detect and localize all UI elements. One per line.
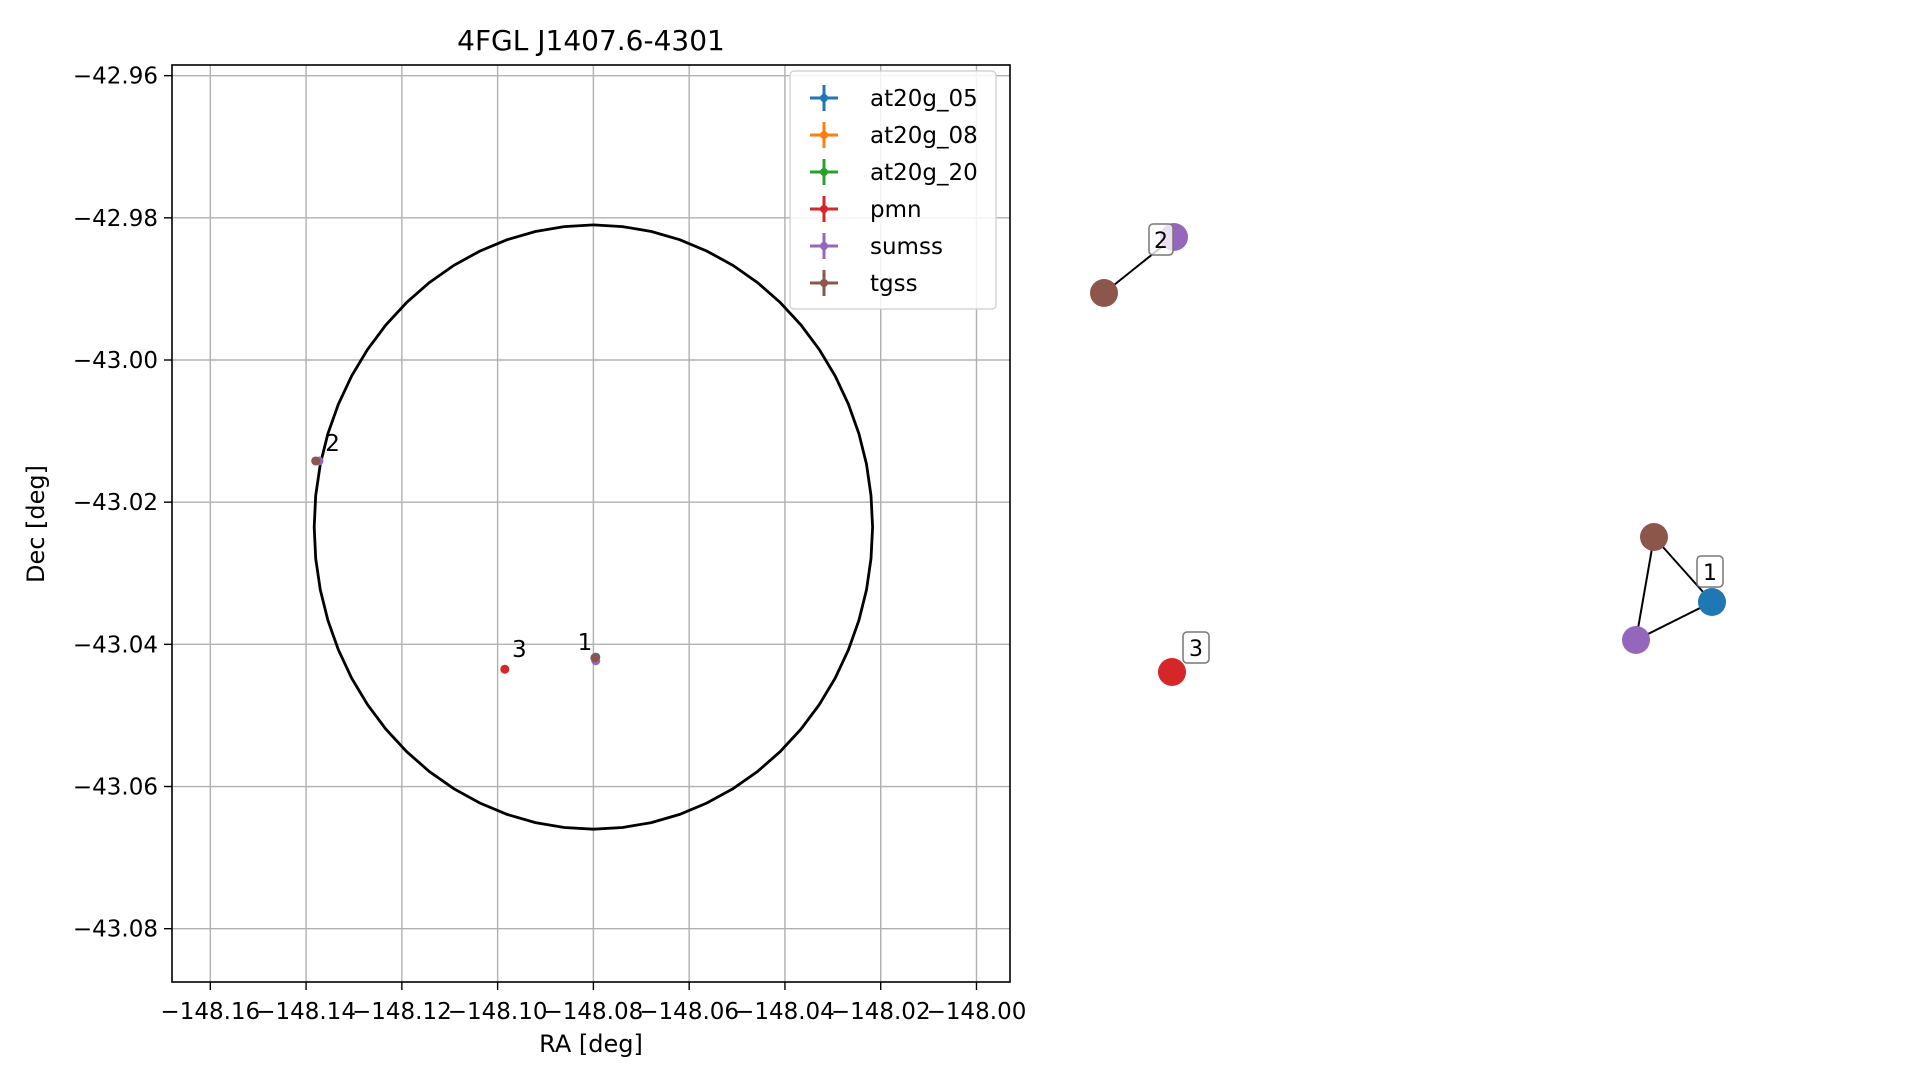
legend-label: pmn — [870, 197, 922, 223]
network-edge — [1635, 536, 1655, 641]
node-at20g-05 — [1698, 588, 1726, 616]
y-axis-ticks: −42.96 −42.98 −43.00 −43.02 −43.04 −43.06 −43.… — [73, 64, 172, 943]
network-panel: 2 1 3 — [1090, 223, 1726, 686]
node-tgss — [1640, 523, 1668, 551]
x-tick-label: −148.02 — [831, 999, 931, 1025]
node-sumss — [1622, 626, 1650, 654]
network-cluster-1: 1 — [1622, 523, 1726, 654]
point-annotations: 1 2 3 — [325, 431, 592, 663]
point-annotation: 2 — [325, 431, 340, 457]
cluster-label: 1 — [1703, 561, 1717, 586]
network-edge — [1635, 601, 1713, 641]
legend-item: tgss — [810, 270, 918, 297]
y-tick-label: −42.98 — [73, 206, 158, 232]
y-tick-label: −43.00 — [73, 348, 158, 374]
x-tick-label: −148.04 — [735, 999, 835, 1025]
y-tick-label: −43.02 — [73, 490, 158, 516]
scatter-panel: 4FGL J1407.6-4301 −148.16−148.14−148.12−… — [22, 24, 1026, 1058]
x-axis-label: RA [deg] — [539, 1030, 643, 1058]
legend-label: at20g_20 — [870, 160, 978, 186]
legend-item: at20g_20 — [810, 159, 978, 186]
point-annotation: 1 — [578, 630, 593, 656]
x-tick-label: −148.06 — [639, 999, 739, 1025]
x-tick-label: −148.08 — [544, 999, 644, 1025]
legend-label: at20g_08 — [870, 123, 978, 149]
error-ellipse — [312, 223, 875, 831]
point-tgss — [311, 456, 321, 466]
x-tick-label: −148.16 — [160, 999, 260, 1025]
data-points — [311, 456, 601, 674]
legend-item: at20g_05 — [810, 85, 978, 112]
point-pmn — [500, 664, 510, 674]
x-axis-ticks: −148.16−148.14−148.12−148.10−148.08−148.… — [160, 982, 1026, 1025]
legend-marker-dot — [820, 205, 828, 213]
legend-marker-dot — [820, 131, 828, 139]
y-tick-label: −42.96 — [73, 64, 158, 90]
legend-marker-dot — [820, 279, 828, 287]
network-cluster-3: 3 — [1158, 631, 1210, 686]
legend-marker-dot — [820, 94, 828, 102]
network-cluster-2: 2 — [1090, 223, 1188, 307]
x-tick-label: −148.10 — [448, 999, 548, 1025]
cluster-label-box — [1148, 223, 1174, 256]
y-axis-label: Dec [deg] — [22, 465, 50, 583]
node-tgss — [1090, 279, 1118, 307]
y-tick-label: −43.08 — [73, 917, 158, 943]
node-pmn — [1158, 658, 1186, 686]
legend-label: tgss — [870, 271, 918, 297]
point-tgss — [590, 653, 600, 663]
cluster-label: 3 — [1189, 637, 1203, 662]
legend-marker-dot — [820, 168, 828, 176]
network-edge — [1653, 536, 1713, 603]
x-tick-label: −148.00 — [927, 999, 1027, 1025]
legend-label: at20g_05 — [870, 86, 978, 112]
cluster-label-box — [1182, 631, 1210, 664]
legend-marker-dot — [820, 242, 828, 250]
cluster-label-box — [1696, 555, 1724, 588]
plot-title: 4FGL J1407.6-4301 — [457, 24, 725, 57]
legend-item: pmn — [810, 196, 922, 223]
point-annotation: 3 — [512, 637, 527, 663]
cluster-label: 2 — [1154, 229, 1168, 254]
legend-box — [789, 70, 997, 310]
plot-frame — [171, 64, 1011, 983]
y-tick-label: −43.04 — [73, 632, 158, 658]
x-tick-label: −148.12 — [352, 999, 452, 1025]
legend-item: at20g_08 — [810, 122, 978, 149]
x-tick-label: −148.14 — [256, 999, 356, 1025]
legend-label: sumss — [870, 234, 943, 260]
y-tick-label: −43.06 — [73, 775, 158, 801]
legend-item: sumss — [810, 233, 943, 260]
